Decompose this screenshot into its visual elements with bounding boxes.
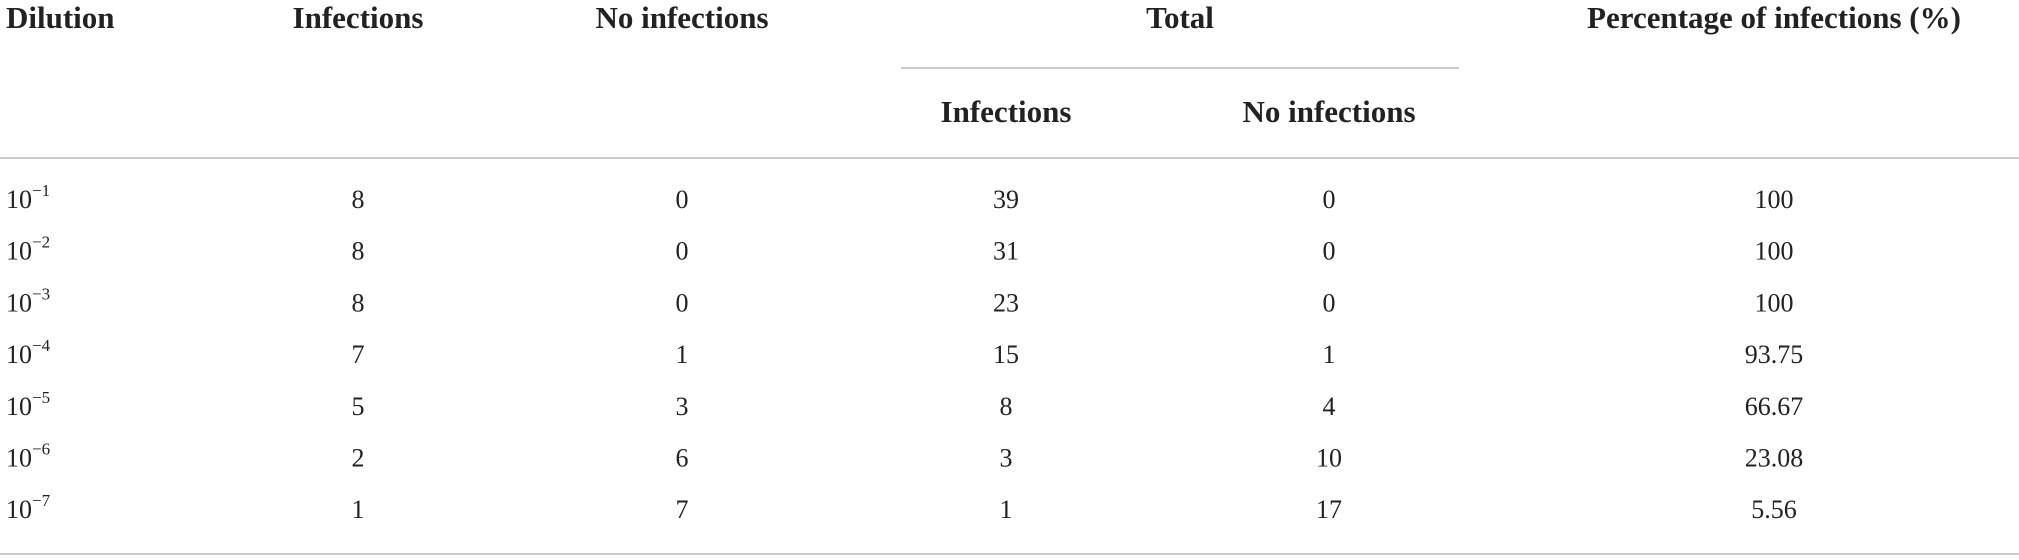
table-cell: 1: [1323, 340, 1336, 369]
table-cell: 15: [993, 340, 1019, 369]
table-cell: 7: [676, 495, 689, 524]
table-cell: 0: [1323, 288, 1336, 317]
dilution-cell: 10−7: [6, 491, 51, 524]
table-cell: 8: [352, 288, 365, 317]
table-cell: 31: [993, 237, 1019, 266]
table-cell: 6: [676, 443, 689, 472]
subheader-cell: No infections: [1242, 94, 1415, 129]
table-cell: 8: [352, 237, 365, 266]
table-cell: 17: [1316, 495, 1342, 524]
table-cell: 93.75: [1745, 340, 1804, 369]
table-cell: 10: [1316, 443, 1342, 472]
table-cell: 0: [1323, 185, 1336, 214]
dilution-cell: 10−5: [6, 388, 50, 421]
table-cell: 3: [1000, 443, 1013, 472]
table-cell: 0: [676, 237, 689, 266]
table-cell: 5.56: [1751, 495, 1797, 524]
table-cell: 1: [352, 495, 365, 524]
dilution-base: 10: [6, 237, 32, 266]
table-cell: 66.67: [1745, 392, 1804, 421]
dilution-exponent: −5: [32, 388, 50, 407]
table-cell: 100: [1755, 288, 1794, 317]
table-cell: 4: [1323, 392, 1336, 421]
dilution-exponent: −7: [32, 491, 51, 510]
table-cell: 23: [993, 288, 1019, 317]
dilution-exponent: −4: [32, 336, 51, 355]
subheader-cell: Infections: [941, 94, 1072, 129]
table-cell: 0: [676, 288, 689, 317]
dilution-exponent: −1: [32, 181, 50, 200]
header-cell: Percentage of infections (%): [1587, 0, 1961, 35]
table-cell: 1: [676, 340, 689, 369]
header-cell: Total: [1146, 0, 1214, 35]
dilution-base: 10: [6, 495, 32, 524]
dilution-cell: 10−2: [6, 233, 50, 266]
dilution-base: 10: [6, 340, 32, 369]
dilution-exponent: −3: [32, 284, 50, 303]
dilution-cell: 10−6: [6, 439, 50, 472]
table-cell: 39: [993, 185, 1019, 214]
dilution-exponent: −2: [32, 233, 50, 252]
dilution-base: 10: [6, 185, 32, 214]
dilution-cell: 10−4: [6, 336, 51, 369]
header-cell: Infections: [293, 0, 424, 35]
table-cell: 1: [1000, 495, 1013, 524]
dilution-cell: 10−1: [6, 181, 50, 214]
header-cell: No infections: [595, 0, 768, 35]
dilution-cell: 10−3: [6, 284, 50, 317]
table-cell: 7: [352, 340, 365, 369]
table-cell: 2: [352, 443, 365, 472]
table-cell: 100: [1755, 185, 1794, 214]
table-cell: 5: [352, 392, 365, 421]
table-cell: 100: [1755, 237, 1794, 266]
header-cell: Dilution: [6, 0, 115, 35]
dilution-exponent: −6: [32, 439, 50, 458]
table-cell: 8: [1000, 392, 1013, 421]
dilution-base: 10: [6, 288, 32, 317]
table-cell: 0: [676, 185, 689, 214]
table-cell: 8: [352, 185, 365, 214]
dilution-base: 10: [6, 443, 32, 472]
table-cell: 23.08: [1745, 443, 1804, 472]
dilution-base: 10: [6, 392, 32, 421]
table-cell: 3: [676, 392, 689, 421]
table-cell: 0: [1323, 237, 1336, 266]
